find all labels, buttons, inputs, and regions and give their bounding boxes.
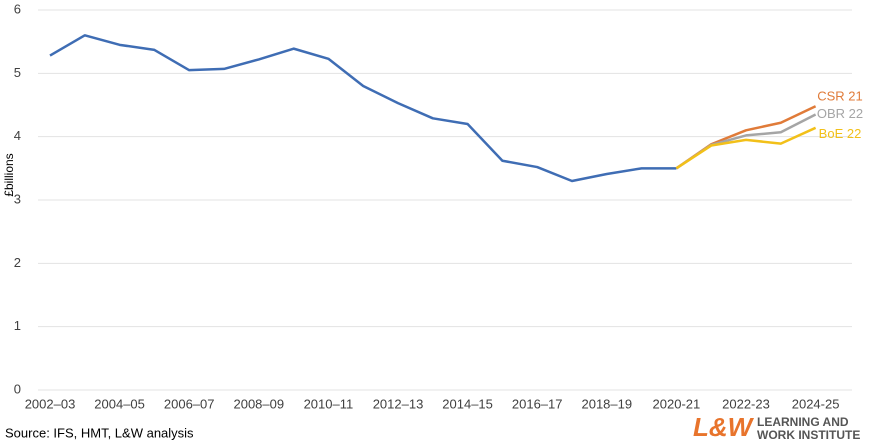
x-tick-label: 2012–13 <box>373 396 424 411</box>
y-tick-label: 0 <box>14 381 21 396</box>
y-tick-label: 4 <box>14 128 21 143</box>
series-line <box>675 113 817 170</box>
x-tick-label: 2010–11 <box>304 396 354 411</box>
y-tick-label: 3 <box>14 191 21 206</box>
y-tick-label: 6 <box>14 1 21 16</box>
series-label: CSR 21 <box>817 89 863 104</box>
x-tick-label: 2020-21 <box>653 396 701 411</box>
y-axis-label: £billions <box>2 153 16 196</box>
logo-text: WORK INSTITUTE <box>757 428 860 442</box>
x-tick-label: 2022-23 <box>722 396 770 411</box>
logo-text: LEARNING AND <box>757 415 849 429</box>
y-tick-label: 1 <box>14 318 21 333</box>
y-tick-label: 5 <box>14 65 21 80</box>
x-tick-label: 2024-25 <box>792 396 840 411</box>
x-tick-label: 2006–07 <box>164 396 215 411</box>
series-label: BoE 22 <box>819 126 862 141</box>
x-tick-label: 2016–17 <box>512 396 563 411</box>
x-tick-label: 2008–09 <box>233 396 284 411</box>
x-tick-label: 2018–19 <box>581 396 632 411</box>
series-line <box>49 34 677 183</box>
series-label: OBR 22 <box>817 106 863 121</box>
source: Source: IFS, HMT, L&W analysis <box>5 425 194 440</box>
logo-mark: L&W <box>693 412 755 442</box>
x-tick-label: 2004–05 <box>94 396 145 411</box>
y-tick-label: 2 <box>14 255 21 270</box>
x-tick-label: 2014–15 <box>442 396 493 411</box>
series-line <box>675 126 817 170</box>
x-tick-label: 2002–03 <box>25 396 76 411</box>
